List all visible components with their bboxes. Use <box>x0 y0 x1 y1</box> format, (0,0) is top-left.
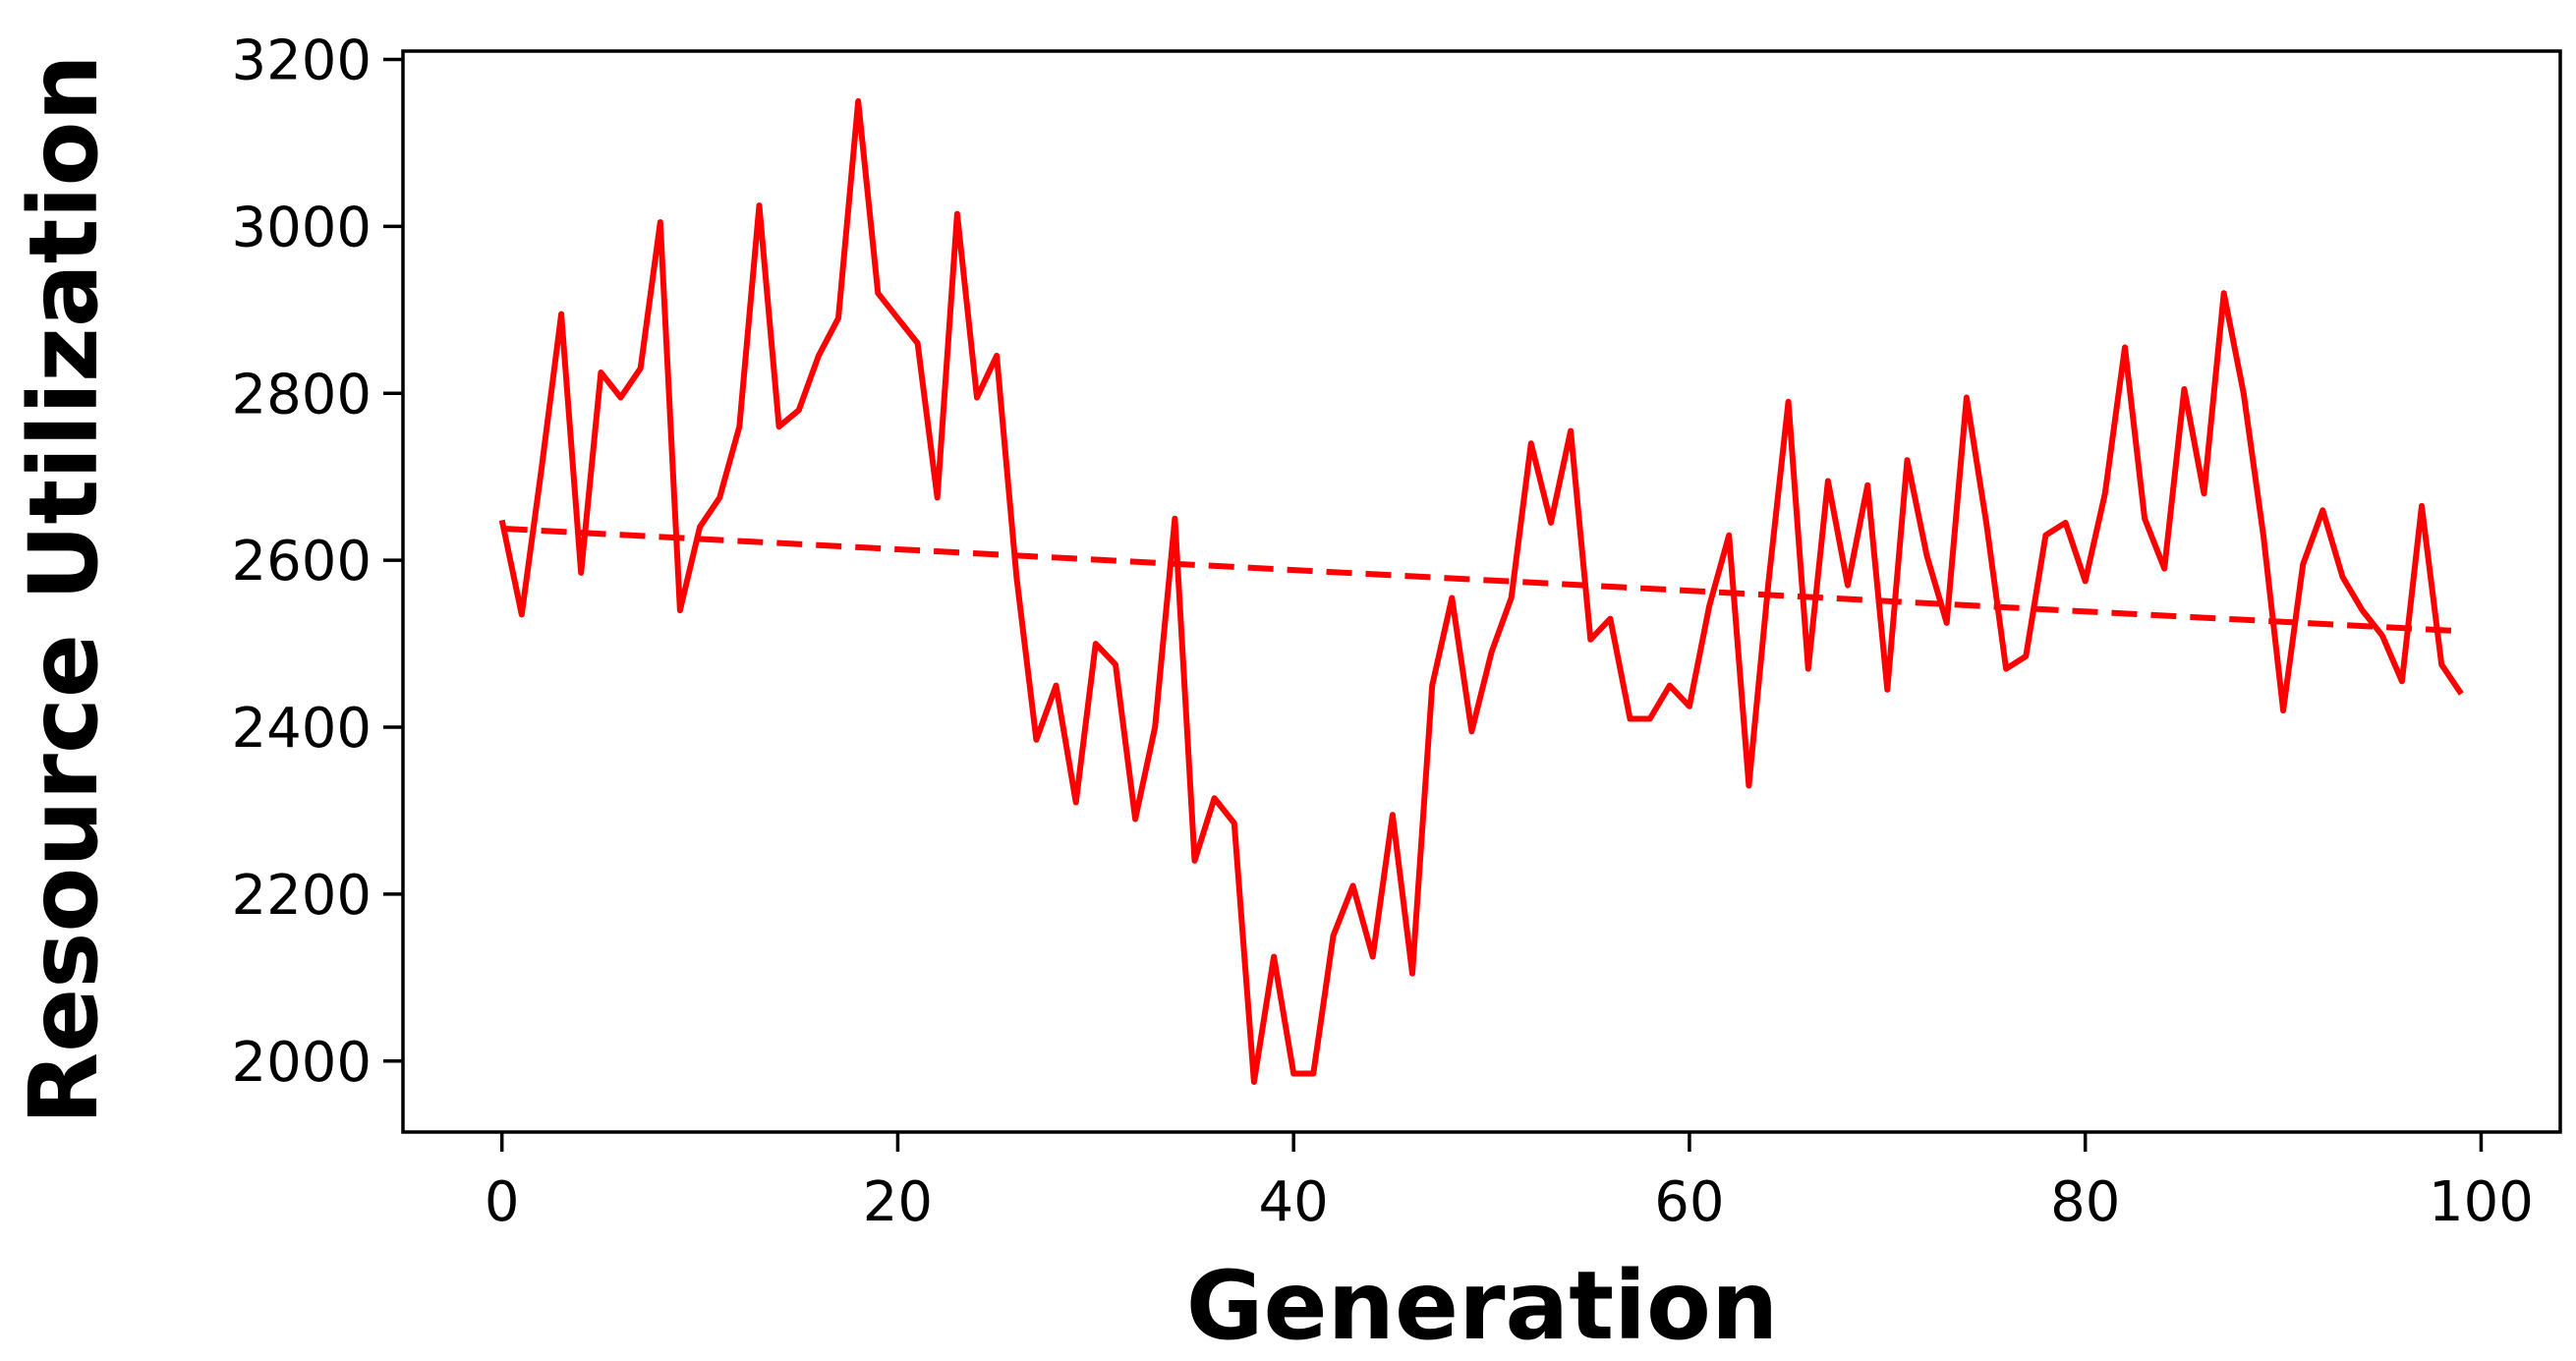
plot-frame <box>401 49 2562 1134</box>
x-tick-label: 0 <box>485 1170 520 1234</box>
x-tick-label: 60 <box>1654 1170 1724 1234</box>
y-tick-label: 2400 <box>231 697 372 761</box>
y-axis-ticks: 2000 2200 2400 2600 2800 3000 3200 <box>231 28 403 1095</box>
y-tick-label: 2600 <box>231 530 372 594</box>
x-tick-label: 20 <box>863 1170 933 1234</box>
y-tick-label: 2200 <box>231 864 372 928</box>
x-axis-ticks: 0 20 40 60 80 100 <box>485 1132 2534 1234</box>
data-line <box>498 98 2464 1085</box>
series-layer <box>498 98 2464 1085</box>
y-tick-label: 2000 <box>231 1031 372 1095</box>
x-tick-label: 40 <box>1259 1170 1329 1234</box>
x-tick-label: 80 <box>2050 1170 2120 1234</box>
trend-line <box>501 525 2462 635</box>
y-tick-label: 3200 <box>231 28 372 92</box>
y-tick-label: 2800 <box>231 363 372 426</box>
x-axis-title: Generation <box>1186 1251 1779 1361</box>
y-tick-label: 3000 <box>231 196 372 259</box>
x-tick-label: 100 <box>2429 1170 2534 1234</box>
y-axis-title: Resource Utilization <box>9 54 119 1125</box>
